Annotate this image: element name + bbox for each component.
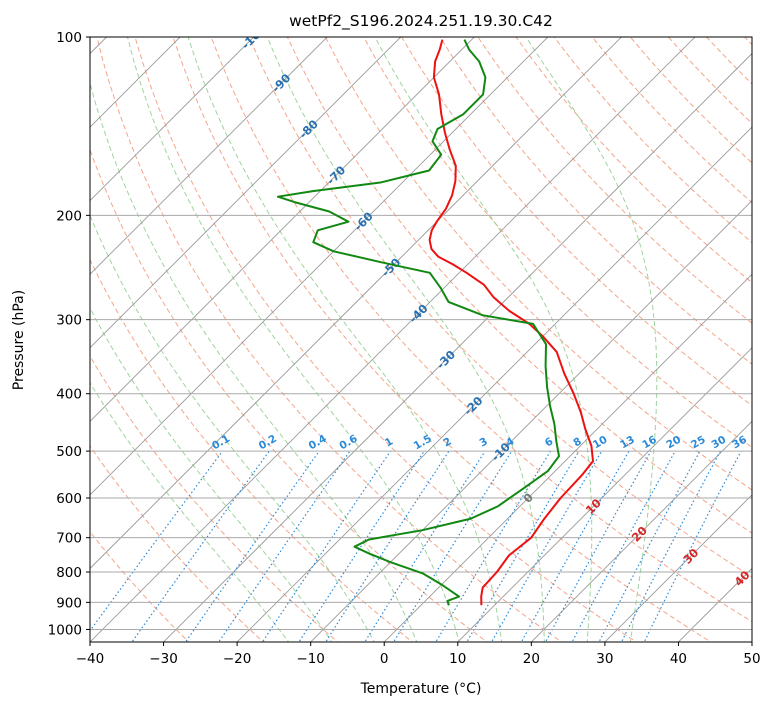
x-tick-label: 30	[596, 651, 613, 667]
isotherm	[90, 37, 402, 349]
x-tick-label: 50	[743, 651, 760, 667]
y-tick-label: 100	[56, 30, 82, 46]
isotherm	[90, 37, 475, 422]
x-tick-label: 0	[380, 651, 389, 667]
x-tick-label: 20	[523, 651, 540, 667]
isotherm	[383, 273, 752, 642]
dry-adiabat	[439, 37, 752, 365]
mixing-ratio-line	[466, 450, 580, 642]
x-tick-label: −30	[149, 651, 178, 667]
y-tick-label: 200	[56, 208, 82, 224]
x-tick-label: −10	[296, 651, 325, 667]
mixing-ratio-line	[298, 450, 425, 642]
mixing-ratio-line	[393, 450, 513, 642]
dry-adiabat	[363, 37, 752, 449]
y-tick-label: 300	[56, 313, 82, 329]
isotherm	[530, 420, 752, 642]
temperature-line	[428, 39, 594, 606]
mixing-ratio-line	[325, 450, 450, 642]
mixing-ratio-line	[217, 450, 351, 642]
y-tick-label: 700	[56, 531, 82, 547]
y-tick-label: 800	[56, 565, 82, 581]
mixing-ratio-line	[131, 450, 270, 642]
x-tick-label: −40	[76, 651, 105, 667]
isotherm	[90, 37, 328, 275]
x-tick-label: 40	[670, 651, 687, 667]
isotherm	[90, 37, 255, 202]
sounding-traces	[276, 39, 594, 606]
y-tick-label: 900	[56, 595, 82, 611]
x-axis-label: Temperature (°C)	[360, 681, 482, 697]
mixing-ratio-line	[90, 450, 223, 632]
dewpoint-line	[276, 39, 560, 606]
x-tick-label: −20	[223, 651, 252, 667]
moist-adiabat	[90, 381, 290, 642]
y-tick-label: 500	[56, 444, 82, 460]
dry-adiabat	[286, 37, 752, 534]
dry-adiabat	[90, 355, 339, 642]
mixing-ratio-line	[261, 450, 391, 642]
isotherm	[604, 494, 752, 642]
plot-frame	[89, 36, 753, 643]
y-axis-label: Pressure (hPa)	[11, 290, 27, 390]
dry-adiabat	[96, 37, 563, 642]
isotherm	[310, 200, 752, 642]
y-tick-label: 600	[56, 491, 82, 507]
isotherm	[162, 52, 752, 642]
mixing-ratio-line	[571, 450, 676, 642]
y-tick-label: 400	[56, 387, 82, 403]
mixing-ratio-line	[620, 450, 721, 642]
dry-adiabat	[477, 37, 752, 324]
mixing-ratio-line	[598, 450, 701, 642]
x-tick-label: 10	[449, 651, 466, 667]
mixing-ratio-line	[184, 450, 320, 642]
isotherm	[90, 37, 623, 570]
mixing-ratio-line	[364, 450, 486, 642]
dry-adiabat	[90, 445, 264, 642]
isotherm	[90, 37, 696, 642]
dry-adiabat	[325, 37, 752, 491]
chart-title: wetPf2_S196.2024.251.19.30.C42	[289, 12, 553, 31]
isotherm	[90, 37, 549, 496]
isotherm	[457, 347, 752, 642]
mixing-ratio-line	[490, 450, 603, 642]
y-tick-label: 1000	[48, 622, 82, 638]
